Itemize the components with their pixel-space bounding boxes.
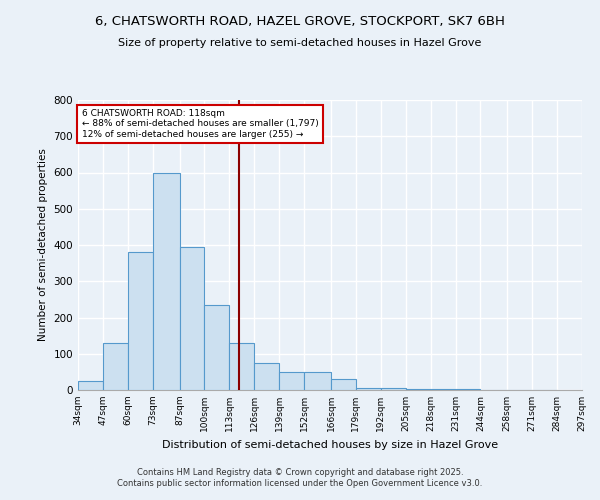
Bar bbox=[103, 343, 128, 390]
X-axis label: Distribution of semi-detached houses by size in Hazel Grove: Distribution of semi-detached houses by … bbox=[162, 440, 498, 450]
Bar bbox=[205, 305, 229, 390]
Text: Size of property relative to semi-detached houses in Hazel Grove: Size of property relative to semi-detach… bbox=[118, 38, 482, 48]
Bar bbox=[179, 247, 205, 390]
Bar bbox=[304, 372, 331, 390]
Bar bbox=[331, 379, 356, 390]
Text: Contains HM Land Registry data © Crown copyright and database right 2025.
Contai: Contains HM Land Registry data © Crown c… bbox=[118, 468, 482, 487]
Bar bbox=[406, 389, 431, 390]
Bar bbox=[78, 381, 103, 390]
Bar bbox=[229, 343, 254, 390]
Text: 6, CHATSWORTH ROAD, HAZEL GROVE, STOCKPORT, SK7 6BH: 6, CHATSWORTH ROAD, HAZEL GROVE, STOCKPO… bbox=[95, 15, 505, 28]
Bar bbox=[356, 388, 381, 390]
Bar bbox=[279, 372, 304, 390]
Y-axis label: Number of semi-detached properties: Number of semi-detached properties bbox=[38, 148, 48, 342]
Bar bbox=[381, 388, 406, 390]
Bar bbox=[128, 252, 153, 390]
Text: 6 CHATSWORTH ROAD: 118sqm
← 88% of semi-detached houses are smaller (1,797)
12% : 6 CHATSWORTH ROAD: 118sqm ← 88% of semi-… bbox=[82, 109, 319, 139]
Bar bbox=[254, 363, 279, 390]
Bar bbox=[153, 172, 179, 390]
